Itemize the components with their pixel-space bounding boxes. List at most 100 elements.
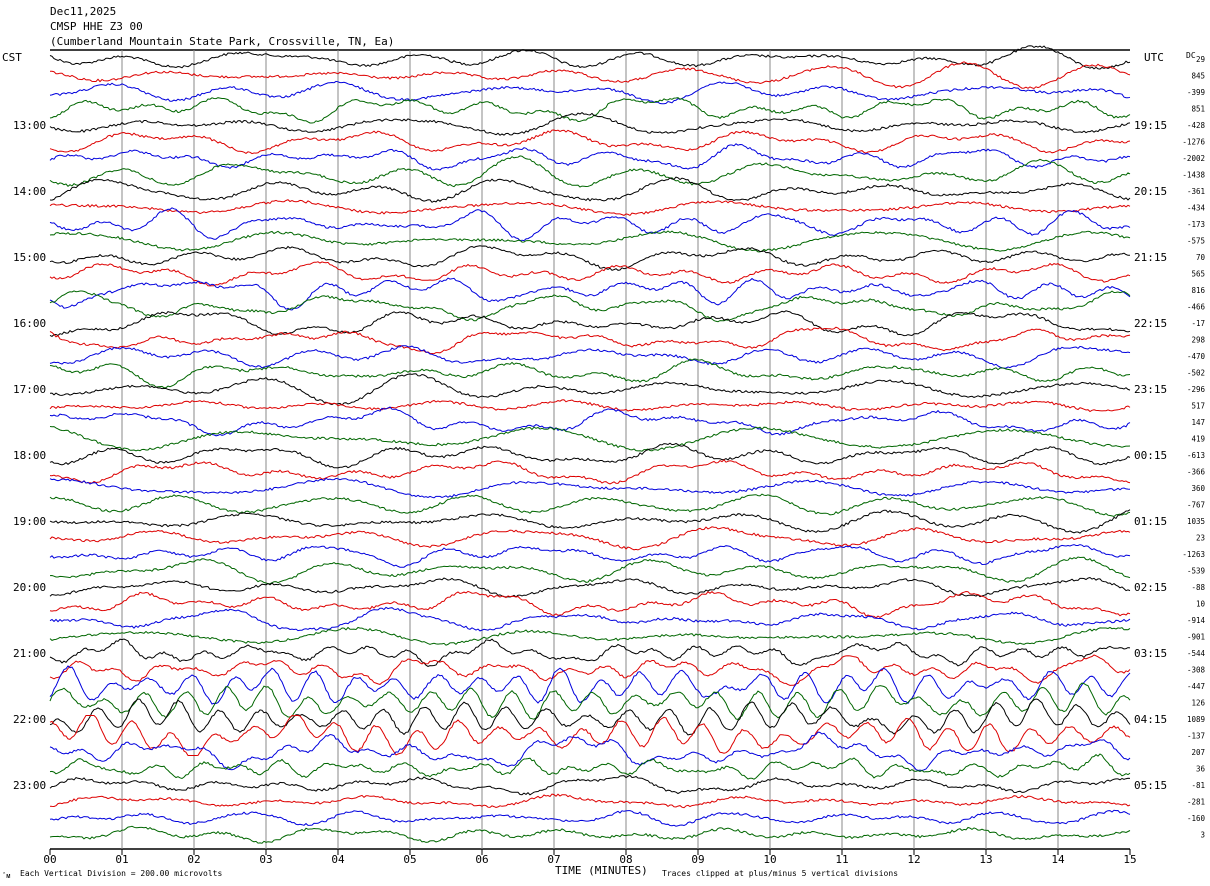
seismic-trace	[49, 45, 1131, 70]
seismic-trace	[49, 155, 1131, 188]
utc-hour-label: 00:15	[1134, 449, 1167, 462]
seismic-trace	[49, 731, 1131, 772]
utc-hour-label: 04:15	[1134, 713, 1167, 726]
dc-offset-value: 29	[1196, 55, 1205, 64]
dc-offset-value: 845	[1191, 72, 1205, 81]
seismic-trace	[49, 399, 1131, 413]
utc-hour-label: 20:15	[1134, 185, 1167, 198]
seismic-trace	[49, 373, 1131, 406]
seismic-trace	[49, 682, 1131, 720]
cst-hour-label: 19:00	[13, 515, 46, 528]
x-tick-label: 00	[43, 853, 56, 866]
dc-offset-value: -613	[1187, 451, 1205, 460]
cst-hour-label: 17:00	[13, 383, 46, 396]
seismic-trace	[49, 277, 1131, 311]
cst-hour-label: 20:00	[13, 581, 46, 594]
seismic-trace	[49, 245, 1130, 271]
seismic-trace	[49, 230, 1131, 253]
dc-offset-value: -428	[1187, 121, 1206, 130]
x-tick-label: 14	[1051, 853, 1065, 866]
seismic-trace	[49, 442, 1131, 469]
seismic-trace	[49, 80, 1131, 105]
x-axis-title: TIME (MINUTES)	[555, 864, 648, 877]
seismic-trace	[49, 111, 1131, 136]
seismic-trace	[49, 825, 1131, 844]
dc-offset-value: -767	[1187, 501, 1205, 510]
seismic-trace	[49, 714, 1131, 756]
dc-offset-value: 1035	[1187, 517, 1205, 526]
dc-offset-value: -502	[1187, 369, 1205, 378]
seismic-trace	[49, 310, 1131, 337]
seismic-trace	[49, 509, 1131, 534]
seismic-trace	[49, 477, 1131, 499]
seismic-trace	[49, 261, 1131, 287]
dc-offset-value: -173	[1187, 220, 1205, 229]
dc-offset-value: -466	[1187, 303, 1206, 312]
corner-mark: ˆᴍ	[2, 872, 10, 880]
dc-offset-value: 360	[1191, 484, 1205, 493]
utc-hour-label: 23:15	[1134, 383, 1167, 396]
dc-offset-value: 419	[1191, 435, 1205, 444]
x-tick-label: 07	[547, 853, 560, 866]
dc-offset-value: -901	[1187, 633, 1205, 642]
dc-offset-value: -470	[1187, 352, 1206, 361]
dc-offset-value: -296	[1187, 385, 1206, 394]
dc-offset-value: -361	[1187, 187, 1205, 196]
seismic-trace	[49, 590, 1131, 619]
cst-hour-label: 21:00	[13, 647, 46, 660]
cst-hour-label: 18:00	[13, 449, 46, 462]
utc-hour-label: 19:15	[1134, 119, 1167, 132]
seismic-trace	[49, 326, 1131, 355]
seismic-trace	[49, 544, 1131, 568]
dc-offset-value: 517	[1191, 402, 1205, 411]
utc-hour-label: 22:15	[1134, 317, 1167, 330]
seismic-trace	[50, 61, 1131, 90]
x-tick-label: 12	[907, 853, 920, 866]
dc-offset-value: -137	[1187, 732, 1205, 741]
seismic-trace	[49, 129, 1131, 155]
dc-offset-value: -281	[1187, 798, 1205, 807]
dc-offset-value: -1263	[1182, 550, 1205, 559]
utc-hour-label: 03:15	[1134, 647, 1167, 660]
dc-offset-value: -914	[1187, 616, 1206, 625]
dc-offset-value: 126	[1191, 699, 1205, 708]
dc-offset-value: 23	[1196, 534, 1205, 543]
x-tick-label: 01	[115, 853, 128, 866]
seismic-trace	[49, 793, 1131, 809]
header-station: CMSP HHE Z3 00	[50, 20, 143, 33]
x-tick-label: 15	[1123, 853, 1136, 866]
cst-hour-label: 13:00	[13, 119, 46, 132]
utc-hour-label: 02:15	[1134, 581, 1167, 594]
seismic-trace	[49, 345, 1131, 369]
seismic-trace	[49, 576, 1131, 598]
clip-note: Traces clipped at plus/minus 5 vertical …	[662, 869, 898, 878]
dc-offset-value: -81	[1191, 781, 1205, 790]
dc-offset-value: 10	[1196, 600, 1206, 609]
seismic-trace	[49, 556, 1131, 585]
utc-hour-label: 01:15	[1134, 515, 1167, 528]
cst-hour-label: 22:00	[13, 713, 46, 726]
dc-offset-value: -575	[1187, 237, 1205, 246]
dc-offset-value: -88	[1191, 583, 1205, 592]
seismic-trace	[49, 459, 1131, 485]
x-tick-label: 05	[403, 853, 416, 866]
x-tick-label: 06	[475, 853, 488, 866]
dc-offset-value: 147	[1191, 418, 1205, 427]
x-tick-label: 08	[619, 853, 632, 866]
cst-hour-label: 14:00	[13, 185, 46, 198]
seismic-trace	[49, 143, 1131, 171]
dc-label: DC	[1186, 51, 1196, 60]
dc-offset-value: 207	[1191, 748, 1205, 757]
x-tick-label: 02	[187, 853, 200, 866]
x-tick-label: 03	[259, 853, 272, 866]
dc-offset-value: 816	[1191, 286, 1205, 295]
seismic-trace	[49, 638, 1131, 667]
dc-offset-value: 298	[1191, 336, 1205, 345]
dc-offset-value: -1276	[1182, 138, 1205, 147]
scale-note: Each Vertical Division = 200.00 microvol…	[20, 869, 222, 878]
x-tick-label: 10	[763, 853, 776, 866]
seismic-trace	[49, 176, 1131, 203]
seismic-trace	[49, 665, 1131, 705]
seismic-trace	[49, 290, 1131, 323]
